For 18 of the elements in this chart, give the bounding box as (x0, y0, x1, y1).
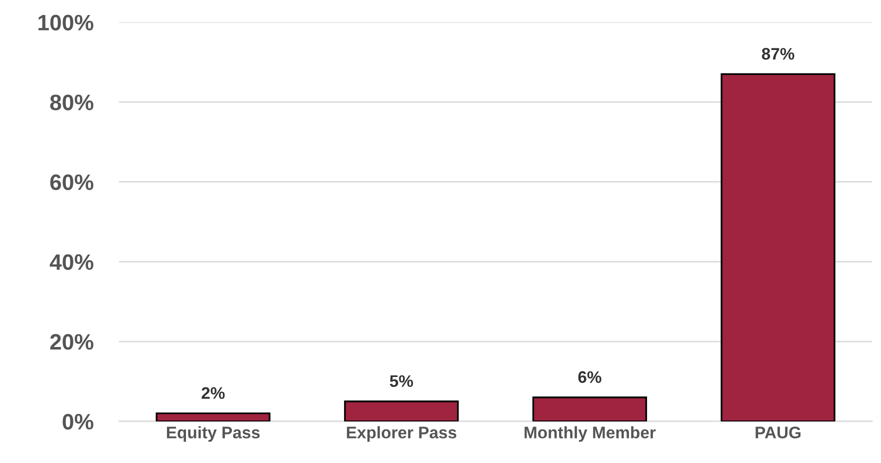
data-label: 5% (390, 375, 414, 387)
y-tick-label: 60% (50, 174, 94, 190)
y-tick-label: 40% (50, 254, 94, 270)
y-tick-label: 20% (50, 334, 94, 350)
bar (344, 400, 459, 422)
data-label: 2% (202, 387, 225, 399)
x-tick-label: Monthly Member (524, 426, 656, 442)
y-tick-label: 0% (62, 414, 94, 430)
bar (156, 412, 270, 422)
data-label: 6% (578, 371, 602, 383)
x-tick-label: Explorer Pass (346, 426, 456, 442)
bar (720, 73, 836, 422)
y-tick-label: 80% (50, 94, 94, 110)
y-tick-label: 100% (38, 14, 94, 30)
x-tick-label: Equity Pass (166, 426, 260, 442)
bar (532, 396, 648, 422)
data-label: 87% (762, 48, 794, 60)
x-tick-label: PAUG (756, 426, 800, 438)
